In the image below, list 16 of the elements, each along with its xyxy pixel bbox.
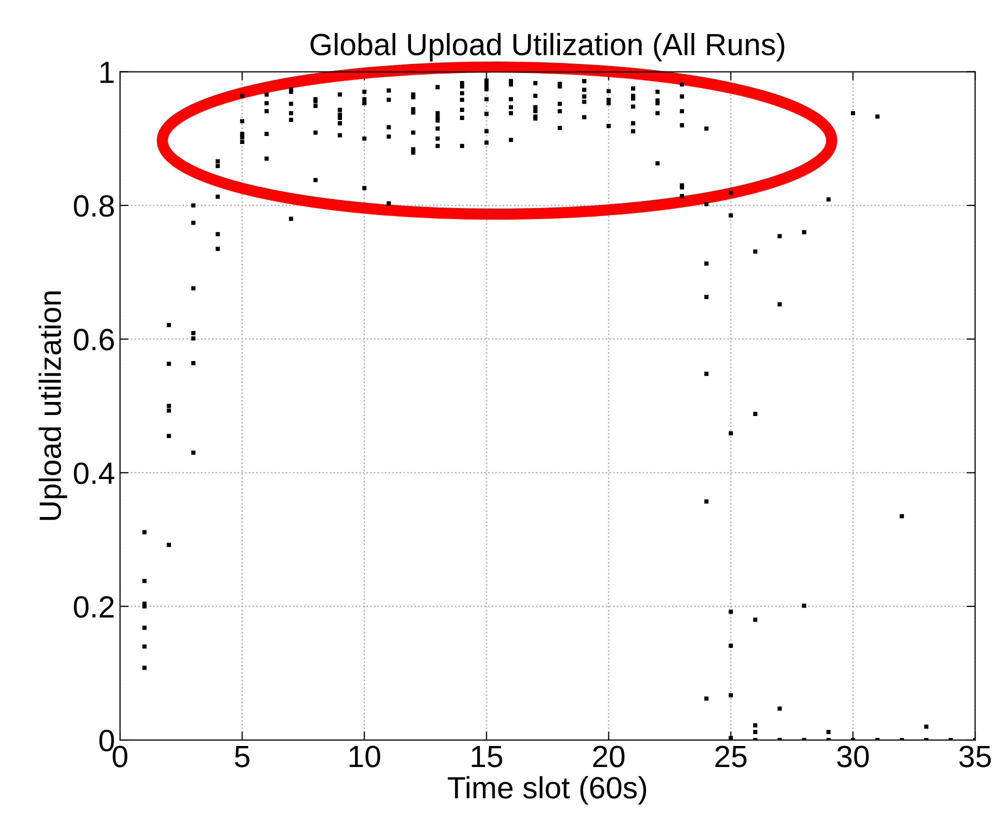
y-tick-label: 0.2: [74, 596, 114, 618]
x-tick-label: 30: [837, 746, 869, 768]
x-tick-label: 15: [472, 746, 502, 768]
y-tick-label: 0.8: [74, 195, 114, 217]
x-tick-label: 20: [593, 746, 624, 768]
y-axis-title: Upload utilization: [38, 292, 68, 520]
y-tick-label: 0: [99, 730, 114, 752]
x-tick-label: 10: [350, 746, 380, 768]
x-tick-label: 5: [234, 746, 250, 768]
x-axis-title: Time slot (60s): [448, 776, 646, 805]
y-tick-label: 0.6: [74, 328, 114, 350]
x-tick-label: 25: [715, 746, 747, 768]
x-tick-label: 35: [959, 746, 991, 768]
y-tick-label: 1: [100, 62, 114, 83]
chart-title: Global Upload Utilization (All Runs): [310, 32, 784, 62]
y-tick-label: 0.4: [74, 462, 114, 484]
